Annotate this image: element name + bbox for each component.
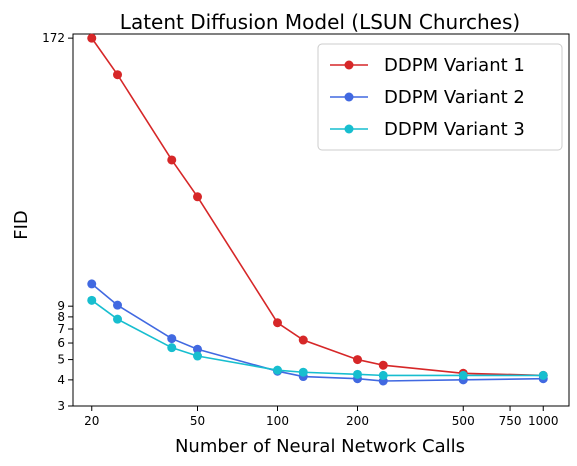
y-tick-label: 172 — [42, 31, 65, 45]
y-tick-label: 4 — [57, 373, 65, 387]
y-tick-label: 9 — [57, 299, 65, 313]
x-tick-label: 50 — [190, 414, 205, 428]
series-2 — [87, 279, 548, 386]
data-point — [273, 318, 283, 328]
legend-label: DDPM Variant 2 — [384, 87, 525, 108]
data-point — [353, 369, 363, 379]
legend-label: DDPM Variant 3 — [384, 119, 525, 140]
legend-item: DDPM Variant 3 — [330, 119, 525, 140]
data-point — [87, 33, 97, 43]
data-point — [298, 335, 308, 345]
y-tick-label: 5 — [57, 353, 65, 367]
data-point — [167, 343, 177, 353]
series-1 — [87, 33, 548, 380]
y-tick-label: 3 — [57, 399, 65, 413]
x-tick-label: 750 — [499, 414, 522, 428]
data-point — [193, 192, 203, 202]
x-tick-label: 100 — [266, 414, 289, 428]
x-tick-label: 20 — [84, 414, 99, 428]
y-tick-label: 6 — [57, 336, 65, 350]
legend-swatch-marker — [344, 92, 354, 102]
data-point — [167, 155, 177, 165]
y-axis-label: FID — [11, 210, 32, 240]
data-point — [273, 365, 283, 375]
legend-swatch-marker — [344, 60, 354, 70]
legend: DDPM Variant 1 DDPM Variant 2 DDPM Variant… — [317, 43, 563, 151]
series-line — [91, 283, 544, 382]
data-point — [378, 360, 388, 370]
data-point — [538, 370, 548, 380]
series-3 — [87, 295, 548, 380]
plot-area — [72, 33, 570, 407]
x-tick-label: 1000 — [528, 414, 559, 428]
x-axis-label: Number of Neural Network Calls — [175, 436, 465, 457]
series-line — [91, 37, 544, 377]
series-line — [91, 299, 544, 377]
y-tick-label: 7 — [57, 322, 65, 336]
legend-frame — [317, 43, 563, 151]
data-point — [298, 367, 308, 377]
plot-frame — [72, 33, 570, 407]
legend-swatch-marker — [344, 124, 354, 134]
data-point — [167, 334, 177, 344]
legend-label: DDPM Variant 1 — [384, 55, 525, 76]
chart-title: Latent Diffusion Model (LSUN Churches) — [120, 10, 520, 34]
data-point — [193, 351, 203, 361]
legend-item: DDPM Variant 1 — [330, 55, 525, 76]
data-point — [87, 295, 97, 305]
series-layer — [87, 33, 548, 386]
data-point — [113, 300, 123, 310]
x-axis-ticks: 20 50 100 200 500 750 1000 — [84, 406, 559, 428]
data-point — [458, 370, 468, 380]
x-tick-label: 200 — [346, 414, 369, 428]
data-point — [113, 70, 123, 80]
data-point — [87, 279, 97, 289]
y-tick-label: 8 — [57, 310, 65, 324]
data-point — [193, 344, 203, 354]
legend-item: DDPM Variant 2 — [330, 87, 525, 108]
data-point — [378, 370, 388, 380]
data-point — [353, 355, 363, 365]
x-tick-label: 500 — [452, 414, 475, 428]
data-point — [113, 314, 123, 324]
